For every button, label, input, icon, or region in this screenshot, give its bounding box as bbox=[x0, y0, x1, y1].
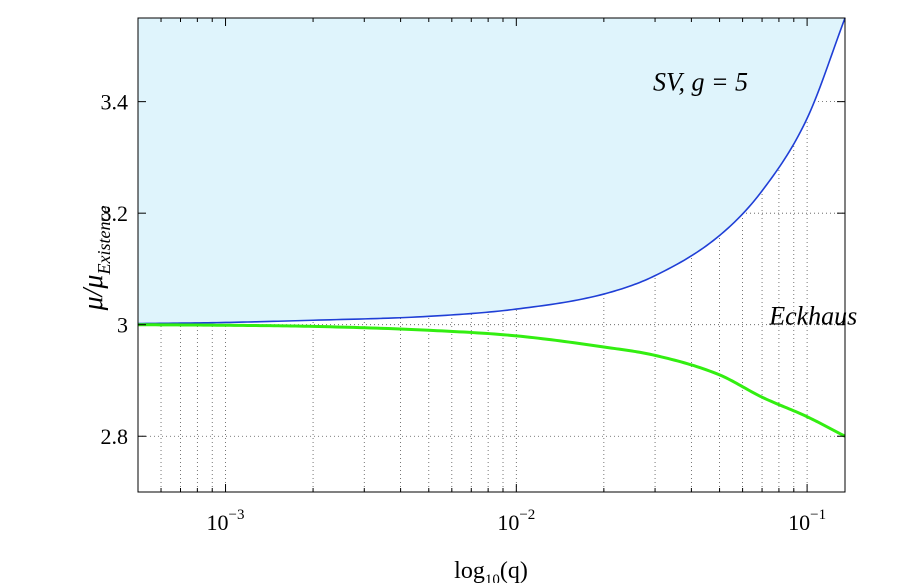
y-tick-label: 3.2 bbox=[101, 201, 129, 226]
x-axis-label-sub: 10 bbox=[485, 572, 500, 583]
series-lines bbox=[137, 17, 846, 438]
ticks bbox=[137, 18, 845, 492]
annotation-sv: SV, g = 5 bbox=[653, 67, 748, 96]
y-axis-label: μ/μExistence bbox=[78, 206, 114, 312]
annotations: SV, g = 5 Eckhaus bbox=[653, 67, 857, 330]
annotation-eckhaus: Eckhaus bbox=[768, 302, 857, 331]
x-axis-label-arg: (q) bbox=[500, 558, 528, 583]
y-axis-label-sub: Existence bbox=[94, 206, 114, 276]
x-axis-label: log10(q) bbox=[454, 558, 528, 583]
y-tick-label: 3.4 bbox=[101, 90, 129, 115]
x-tick-label: 10−1 bbox=[788, 507, 826, 535]
y-axis-label-main: μ/μ bbox=[78, 275, 109, 312]
y-tick-labels: 2.8 3 3.2 3.4 bbox=[101, 90, 129, 450]
plot-frame bbox=[137, 17, 846, 493]
x-tick-label: 10−3 bbox=[207, 507, 245, 535]
y-tick-label: 2.8 bbox=[101, 424, 129, 449]
x-tick-labels: 10−3 10−2 10−1 bbox=[207, 507, 827, 535]
series-line-eckhaus bbox=[137, 323, 846, 438]
x-tick-label: 10−2 bbox=[497, 507, 535, 535]
x-axis-label-base: log bbox=[454, 558, 485, 583]
y-tick-label: 3 bbox=[117, 313, 128, 338]
fill-region bbox=[138, 18, 845, 324]
series-line-sv bbox=[137, 17, 846, 325]
